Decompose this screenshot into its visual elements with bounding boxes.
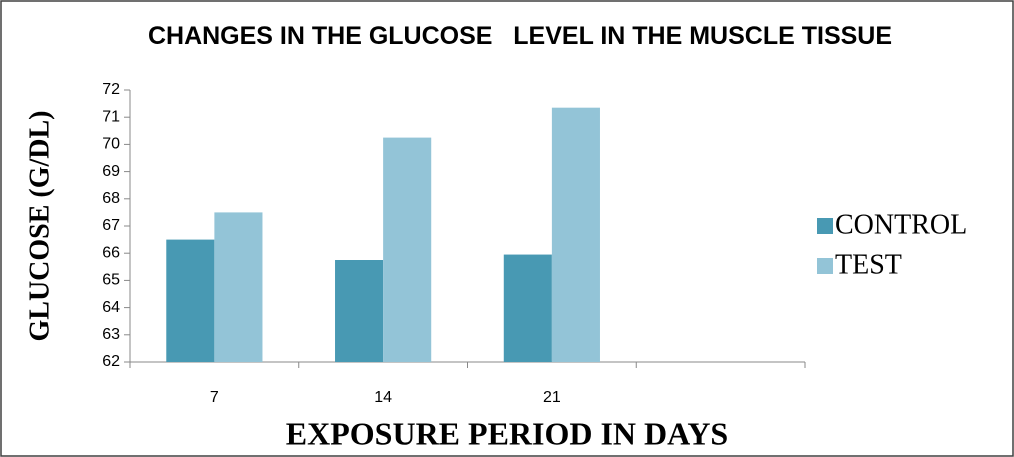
y-tick-label: 65 <box>102 272 120 289</box>
y-axis-label: GLUCOSE (G/DL) <box>24 110 55 341</box>
legend-label: CONTROL <box>835 209 967 240</box>
y-tick-label: 63 <box>102 326 120 343</box>
y-tick-label: 62 <box>102 353 120 370</box>
y-tick-label: 70 <box>102 136 120 153</box>
x-tick-label: 14 <box>374 389 392 406</box>
y-tick-label: 67 <box>102 217 120 234</box>
bar <box>214 212 263 362</box>
bar <box>503 254 552 362</box>
y-tick-label: 69 <box>102 163 120 180</box>
x-tick-label: 7 <box>210 389 219 406</box>
x-axis-label: EXPOSURE PERIOD IN DAYS <box>286 415 728 451</box>
bar <box>551 107 600 363</box>
bar <box>166 239 215 362</box>
y-tick-label: 71 <box>102 108 120 125</box>
chart-title: CHANGES IN THE GLUCOSE LEVEL IN THE MUSC… <box>147 22 893 50</box>
legend-swatch <box>817 258 833 274</box>
bar <box>383 137 432 362</box>
y-tick-label: 72 <box>102 81 120 98</box>
y-tick-label: 64 <box>102 299 120 316</box>
y-tick-label: 68 <box>102 190 120 207</box>
bar <box>335 260 384 362</box>
legend-label: TEST <box>835 249 902 280</box>
x-tick-label: 21 <box>543 389 561 406</box>
y-tick-label: 66 <box>102 244 120 261</box>
legend-swatch <box>817 218 833 234</box>
